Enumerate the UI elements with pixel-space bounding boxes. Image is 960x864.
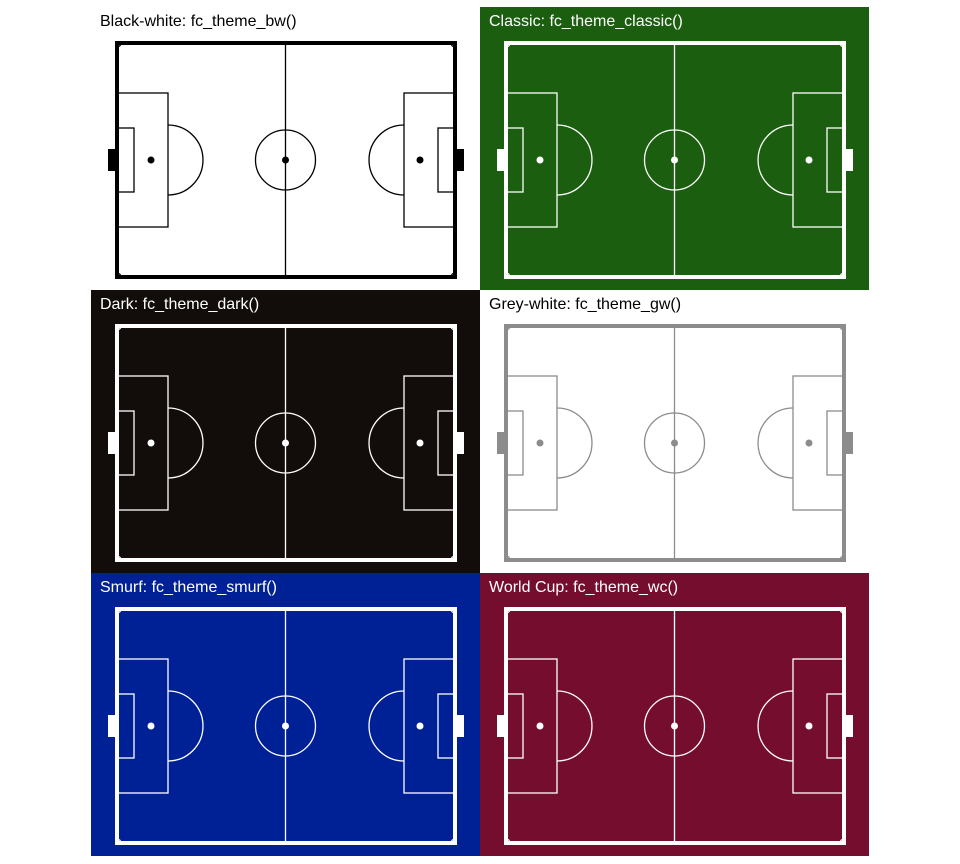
panel-title: Black-white: fc_theme_bw() <box>100 13 297 30</box>
corner-arc-top-right <box>450 608 456 614</box>
corner-arc-bottom-right <box>839 272 845 278</box>
corner-arc-top-right <box>839 42 845 48</box>
corner-arc-bottom-left <box>505 555 511 561</box>
right-goal <box>844 432 853 454</box>
center-spot <box>282 722 289 730</box>
corner-arc-top-right <box>839 608 845 614</box>
left-goal <box>108 715 117 737</box>
center-circle <box>254 412 317 474</box>
corner-arc-bottom-left <box>116 272 122 278</box>
pitch-diagram <box>480 290 869 573</box>
right-penalty-arc <box>757 690 794 762</box>
left-penalty-arc <box>167 407 204 479</box>
panel-title: World Cup: fc_theme_wc() <box>489 579 679 596</box>
right-goal <box>455 715 464 737</box>
corner-arc-bottom-left <box>505 272 511 278</box>
panel-title: Dark: fc_theme_dark() <box>100 296 260 313</box>
corner-arc-top-left <box>505 42 511 48</box>
corner-arc-bottom-left <box>116 838 122 844</box>
corner-arc-top-left <box>116 42 122 48</box>
corner-arc-top-right <box>450 325 456 331</box>
left-penalty-spot <box>536 156 544 164</box>
center-circle <box>254 695 317 757</box>
corner-arc-bottom-right <box>839 838 845 844</box>
right-goal <box>455 432 464 454</box>
right-goal <box>455 149 464 171</box>
right-penalty-spot <box>805 156 813 164</box>
panel-black-white: Black-white: fc_theme_bw() <box>91 7 480 290</box>
left-goal <box>497 715 506 737</box>
corner-arc-bottom-right <box>839 555 845 561</box>
pitch-diagram <box>480 7 869 290</box>
center-circle <box>643 695 706 757</box>
pitch-diagram <box>91 7 480 290</box>
pitch-diagram <box>91 290 480 573</box>
panel-title: Classic: fc_theme_classic() <box>489 13 683 30</box>
left-goal <box>108 149 117 171</box>
center-spot <box>282 156 289 164</box>
left-penalty-spot <box>147 722 155 730</box>
corner-arc-top-left <box>116 608 122 614</box>
corner-arc-top-right <box>450 42 456 48</box>
left-penalty-arc <box>167 690 204 762</box>
right-penalty-arc <box>757 407 794 479</box>
panel-world-cup: World Cup: fc_theme_wc() <box>480 573 869 856</box>
right-goal <box>844 715 853 737</box>
left-goal <box>497 149 506 171</box>
center-circle <box>643 129 706 191</box>
right-penalty-arc <box>368 124 405 196</box>
left-penalty-arc <box>556 690 593 762</box>
center-circle <box>643 412 706 474</box>
center-circle <box>254 129 317 191</box>
left-penalty-spot <box>536 722 544 730</box>
corner-arc-top-right <box>839 325 845 331</box>
right-penalty-spot <box>805 439 813 447</box>
pitch-diagram <box>480 573 869 856</box>
center-spot <box>671 156 678 164</box>
corner-arc-top-left <box>505 325 511 331</box>
panel-dark: Dark: fc_theme_dark() <box>91 290 480 573</box>
right-penalty-spot <box>805 722 813 730</box>
center-spot <box>671 439 678 447</box>
left-goal <box>497 432 506 454</box>
center-spot <box>282 439 289 447</box>
corner-arc-bottom-left <box>116 555 122 561</box>
panel-grey-white: Grey-white: fc_theme_gw() <box>480 290 869 573</box>
left-penalty-spot <box>536 439 544 447</box>
corner-arc-bottom-right <box>450 555 456 561</box>
center-spot <box>671 722 678 730</box>
right-penalty-arc <box>757 124 794 196</box>
pitch-diagram <box>91 573 480 856</box>
right-penalty-spot <box>416 156 424 164</box>
right-penalty-spot <box>416 439 424 447</box>
left-penalty-spot <box>147 156 155 164</box>
corner-arc-bottom-left <box>505 838 511 844</box>
corner-arc-top-left <box>505 608 511 614</box>
right-penalty-arc <box>368 407 405 479</box>
panel-title: Smurf: fc_theme_smurf() <box>100 579 277 596</box>
left-penalty-arc <box>167 124 204 196</box>
right-penalty-spot <box>416 722 424 730</box>
left-penalty-arc <box>556 407 593 479</box>
right-penalty-arc <box>368 690 405 762</box>
panel-title: Grey-white: fc_theme_gw() <box>489 296 682 313</box>
panel-classic: Classic: fc_theme_classic() <box>480 7 869 290</box>
panel-smurf: Smurf: fc_theme_smurf() <box>91 573 480 856</box>
left-penalty-spot <box>147 439 155 447</box>
corner-arc-bottom-right <box>450 272 456 278</box>
corner-arc-top-left <box>116 325 122 331</box>
right-goal <box>844 149 853 171</box>
corner-arc-bottom-right <box>450 838 456 844</box>
left-penalty-arc <box>556 124 593 196</box>
left-goal <box>108 432 117 454</box>
